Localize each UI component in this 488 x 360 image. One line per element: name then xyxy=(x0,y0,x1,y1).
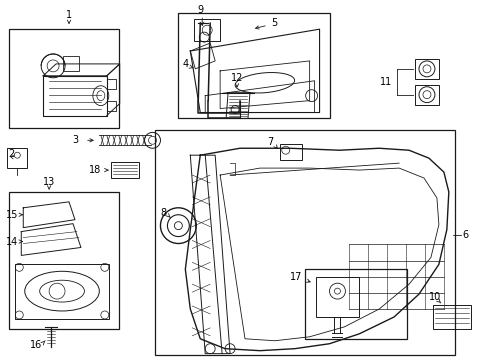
Bar xyxy=(414,85,438,105)
Bar xyxy=(279,144,301,160)
Bar xyxy=(178,13,329,118)
Text: 2: 2 xyxy=(8,149,15,159)
Bar xyxy=(414,59,438,79)
Text: 16: 16 xyxy=(30,340,42,350)
Text: 15: 15 xyxy=(6,210,18,220)
Text: 8: 8 xyxy=(160,208,166,218)
Text: 7: 7 xyxy=(266,137,272,147)
Text: 12: 12 xyxy=(230,73,243,83)
Bar xyxy=(432,305,470,329)
Text: 14: 14 xyxy=(6,237,18,247)
Bar xyxy=(154,130,454,355)
Text: 1: 1 xyxy=(66,10,72,20)
Text: 18: 18 xyxy=(88,165,101,175)
Text: 17: 17 xyxy=(289,272,301,282)
Bar xyxy=(194,19,220,41)
Text: 5: 5 xyxy=(270,18,276,28)
Text: 6: 6 xyxy=(462,230,468,239)
Text: 3: 3 xyxy=(72,135,78,145)
Text: 10: 10 xyxy=(428,292,440,302)
Text: 4: 4 xyxy=(182,59,188,69)
Bar xyxy=(7,148,27,168)
Bar xyxy=(9,29,119,129)
Bar xyxy=(9,192,119,329)
Bar xyxy=(315,277,359,317)
Text: 9: 9 xyxy=(197,5,203,15)
Bar xyxy=(111,162,138,178)
Bar xyxy=(304,269,406,339)
Text: 13: 13 xyxy=(43,177,55,187)
Bar xyxy=(15,264,108,319)
Text: 11: 11 xyxy=(379,77,391,87)
Bar xyxy=(63,56,79,71)
